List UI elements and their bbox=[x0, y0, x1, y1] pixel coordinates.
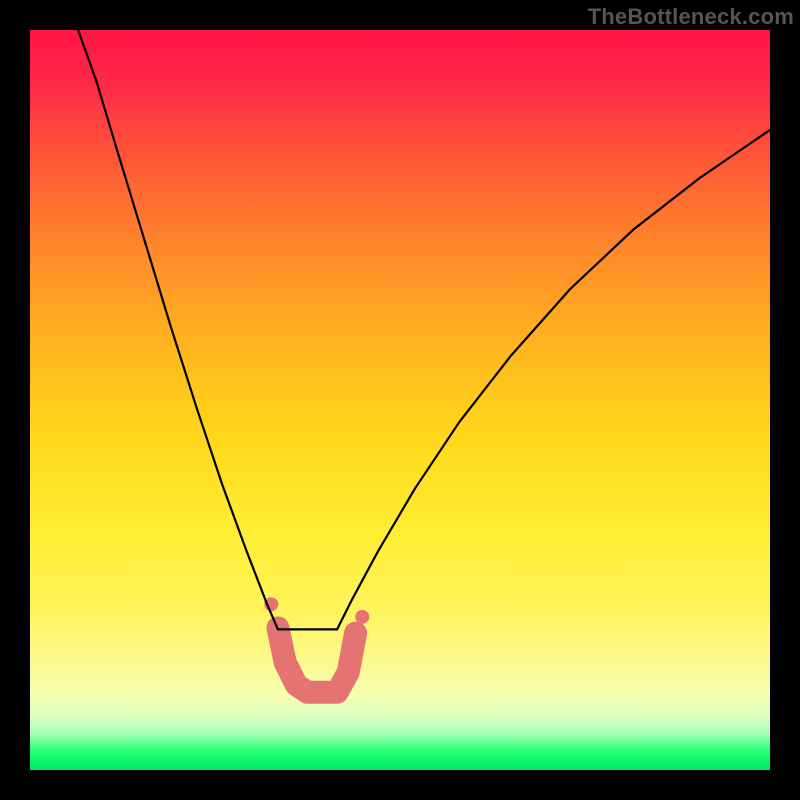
cap-dot bbox=[355, 610, 369, 624]
chart-frame: TheBottleneck.com bbox=[0, 0, 800, 800]
bottleneck-curve bbox=[78, 30, 770, 629]
curve-layer bbox=[30, 30, 770, 770]
cap-segment bbox=[278, 628, 356, 692]
watermark-text: TheBottleneck.com bbox=[588, 4, 794, 30]
plot-area bbox=[30, 30, 770, 770]
